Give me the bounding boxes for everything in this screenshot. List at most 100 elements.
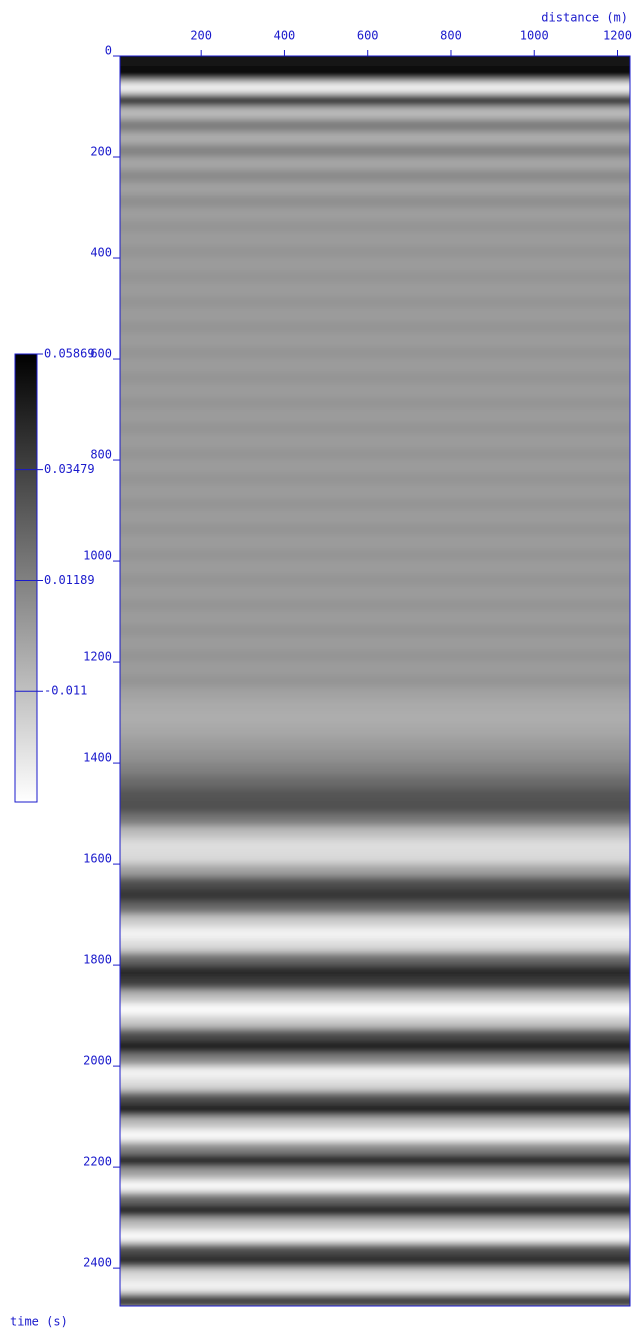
- image-row: [120, 1230, 630, 1244]
- image-row: [120, 1066, 630, 1080]
- image-row: [120, 1028, 630, 1042]
- image-row: [120, 763, 630, 777]
- image-row: [120, 359, 630, 373]
- image-row: [120, 1040, 630, 1055]
- image-row: [120, 270, 630, 285]
- image-row: [120, 472, 630, 487]
- image-row: [120, 775, 630, 790]
- seismic-image: [120, 56, 630, 1306]
- image-row: [120, 1015, 630, 1030]
- x-tick-label: 400: [274, 29, 296, 43]
- image-row: [120, 1053, 630, 1068]
- image-row: [120, 712, 630, 727]
- image-row: [120, 93, 630, 108]
- image-row: [120, 1268, 630, 1282]
- x-tick-label: 800: [440, 29, 462, 43]
- image-row: [120, 864, 630, 878]
- image-row: [120, 1192, 630, 1206]
- image-row: [120, 68, 630, 83]
- colorbar-tick-label: -0.011: [44, 684, 87, 698]
- image-row: [120, 56, 630, 70]
- y-tick-label: 2400: [83, 1256, 112, 1270]
- image-row: [120, 371, 630, 386]
- image-row: [120, 1141, 630, 1156]
- y-tick-label: 1400: [83, 751, 112, 765]
- image-row: [120, 611, 630, 626]
- image-row: [120, 485, 630, 499]
- image-row: [120, 333, 630, 348]
- image-row: [120, 573, 630, 588]
- image-row: [120, 750, 630, 765]
- image-row: [120, 81, 630, 95]
- y-tick-label: 1800: [83, 953, 112, 967]
- image-row: [120, 460, 630, 474]
- image-row: [120, 119, 630, 133]
- image-row: [120, 1078, 630, 1093]
- image-row: [120, 194, 630, 209]
- image-row: [120, 232, 630, 247]
- image-row: [120, 510, 630, 525]
- x-tick-label: 600: [357, 29, 379, 43]
- image-row: [120, 901, 630, 916]
- image-row: [120, 245, 630, 260]
- image-row: [120, 1179, 630, 1194]
- x-tick-label: 1200: [603, 29, 632, 43]
- image-row: [120, 851, 630, 866]
- image-row: [120, 927, 630, 941]
- image-row: [120, 157, 630, 171]
- image-row: [120, 889, 630, 903]
- y-tick-label: 1000: [83, 549, 112, 563]
- y-tick-label: 2200: [83, 1155, 112, 1169]
- image-row: [120, 409, 630, 424]
- image-row: [120, 106, 630, 121]
- image-row: [120, 838, 630, 853]
- image-row: [120, 662, 630, 676]
- image-row: [120, 1091, 630, 1105]
- image-row: [120, 434, 630, 449]
- image-row: [120, 207, 630, 222]
- image-row: [120, 624, 630, 638]
- image-row: [120, 598, 630, 613]
- image-row: [120, 876, 630, 891]
- image-row: [120, 1217, 630, 1232]
- image-row: [120, 1103, 630, 1118]
- y-tick-label: 1200: [83, 650, 112, 664]
- image-row: [120, 737, 630, 752]
- x-axis-label: distance (m): [541, 11, 628, 25]
- y-tick-label: 1600: [83, 852, 112, 866]
- colorbar: [15, 354, 37, 802]
- image-row: [120, 396, 630, 411]
- image-row: [120, 131, 630, 146]
- image-row: [120, 283, 630, 297]
- image-row: [120, 813, 630, 828]
- image-row: [120, 826, 630, 840]
- image-row: [120, 321, 630, 335]
- image-row: [120, 220, 630, 234]
- image-row: [120, 1167, 630, 1181]
- image-row: [120, 548, 630, 563]
- image-row: [120, 952, 630, 967]
- image-row: [120, 258, 630, 272]
- image-row: [120, 447, 630, 462]
- image-row: [120, 346, 630, 361]
- image-row: [120, 144, 630, 159]
- image-row: [120, 497, 630, 512]
- plot-frame: [119, 55, 631, 1307]
- image-row: [120, 169, 630, 184]
- y-tick-label: 800: [90, 448, 112, 462]
- image-row: [120, 295, 630, 310]
- image-row: [120, 1129, 630, 1143]
- image-row: [120, 1280, 630, 1295]
- colorbar-tick-label: 0.01189: [44, 573, 95, 587]
- image-row: [120, 914, 630, 929]
- x-tick-label: 200: [190, 29, 212, 43]
- y-tick-label: 200: [90, 145, 112, 159]
- image-row: [120, 586, 630, 600]
- image-row: [120, 384, 630, 398]
- image-row: [120, 523, 630, 537]
- image-row: [120, 965, 630, 979]
- colorbar-tick-label: 0.05869: [44, 347, 95, 361]
- image-row: [120, 1154, 630, 1169]
- image-row: [120, 1002, 630, 1017]
